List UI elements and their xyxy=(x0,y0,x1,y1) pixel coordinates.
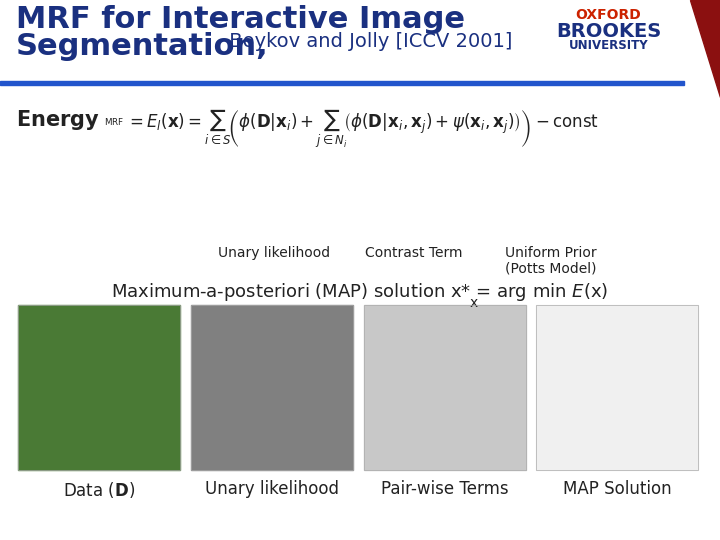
Text: MRF for Interactive Image: MRF for Interactive Image xyxy=(16,5,465,35)
Bar xyxy=(18,305,180,470)
Text: $_{\mathsf{MRF}}$: $_{\mathsf{MRF}}$ xyxy=(104,115,125,128)
Text: Contrast Term: Contrast Term xyxy=(365,246,463,260)
Text: BROOKES: BROOKES xyxy=(556,22,661,40)
Bar xyxy=(0,81,684,85)
Text: Segmentation,: Segmentation, xyxy=(16,32,269,62)
Polygon shape xyxy=(690,0,720,97)
Text: MAP Solution: MAP Solution xyxy=(563,480,672,497)
Bar xyxy=(364,305,526,470)
Text: Uniform Prior
(Potts Model): Uniform Prior (Potts Model) xyxy=(505,246,597,276)
Text: Data ($\mathbf{D}$): Data ($\mathbf{D}$) xyxy=(63,480,135,500)
Bar xyxy=(191,305,353,470)
Bar xyxy=(18,305,180,470)
Text: Maximum-a-posteriori (MAP) solution x* = arg min $\mathit{E}$(x): Maximum-a-posteriori (MAP) solution x* =… xyxy=(112,281,608,303)
Text: OXFORD: OXFORD xyxy=(575,8,642,22)
Bar xyxy=(191,305,353,470)
Bar xyxy=(536,305,698,470)
Text: x: x xyxy=(469,296,478,310)
Text: $= E_l(\mathbf{x}) = \sum_{i \in S}\!\left(\phi(\mathbf{D}|\mathbf{x}_i)+ \sum_{: $= E_l(\mathbf{x}) = \sum_{i \in S}\!\le… xyxy=(126,108,599,151)
Bar xyxy=(536,305,698,470)
Bar xyxy=(364,305,526,470)
Text: Pair-wise Terms: Pair-wise Terms xyxy=(381,480,508,497)
Text: Unary likelihood: Unary likelihood xyxy=(217,246,330,260)
Text: $\mathbf{Energy}$: $\mathbf{Energy}$ xyxy=(16,108,99,132)
Text: Unary likelihood: Unary likelihood xyxy=(204,480,339,497)
Text: UNIVERSITY: UNIVERSITY xyxy=(569,39,648,52)
Text: Boykov and Jolly [ICCV 2001]: Boykov and Jolly [ICCV 2001] xyxy=(223,32,513,51)
